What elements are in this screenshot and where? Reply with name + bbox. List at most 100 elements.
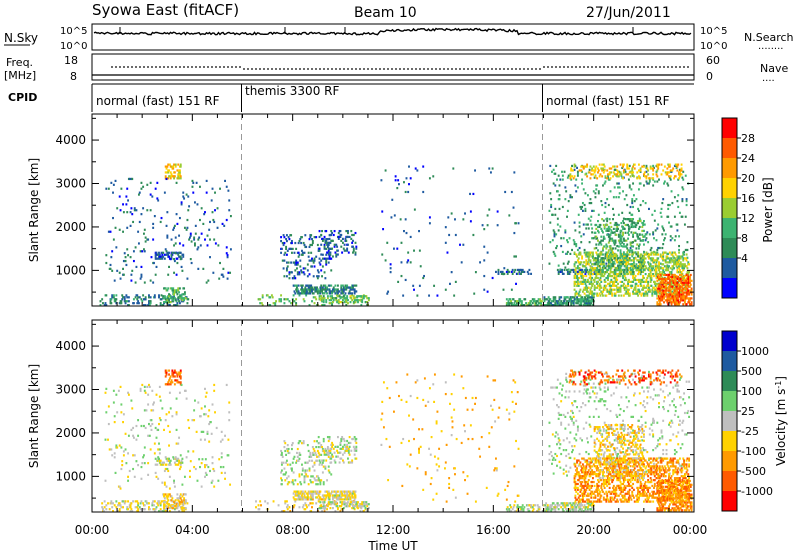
- data-cell: [309, 236, 311, 238]
- data-cell: [309, 469, 311, 471]
- data-cell: [632, 206, 634, 208]
- data-cell: [141, 462, 143, 464]
- data-cell: [396, 187, 398, 189]
- data-cell: [646, 182, 648, 184]
- data-cell: [321, 230, 323, 232]
- data-cell: [629, 220, 631, 222]
- data-cell: [625, 291, 627, 293]
- data-cell: [155, 254, 157, 256]
- data-cell: [122, 268, 124, 270]
- data-cell: [667, 269, 669, 271]
- freq-label: Freq.: [6, 56, 33, 69]
- data-cell: [157, 504, 159, 506]
- data-cell: [642, 200, 644, 202]
- data-cell: [213, 238, 215, 240]
- data-cell: [656, 175, 658, 177]
- data-cell: [630, 206, 632, 208]
- data-cell: [166, 299, 168, 301]
- data-cell: [160, 502, 162, 504]
- data-cell: [677, 164, 679, 166]
- data-cell: [146, 184, 148, 186]
- data-cell: [212, 211, 214, 213]
- data-cell: [148, 384, 150, 386]
- data-cell: [342, 242, 344, 244]
- data-cell: [304, 267, 306, 269]
- data-cell: [565, 190, 567, 192]
- data-cell: [311, 506, 313, 508]
- data-cell: [115, 472, 117, 474]
- data-cell: [522, 269, 524, 271]
- data-cell: [284, 442, 286, 444]
- data-cell: [660, 253, 662, 255]
- data-cell: [108, 405, 110, 407]
- data-cell: [607, 251, 609, 253]
- data-cell: [318, 271, 320, 273]
- data-cell: [613, 261, 615, 263]
- data-cell: [575, 291, 577, 293]
- data-cell: [595, 271, 597, 273]
- data-cell: [166, 252, 168, 254]
- data-cell: [682, 251, 684, 253]
- data-cell: [227, 256, 229, 258]
- data-cell: [520, 269, 522, 271]
- data-cell: [228, 209, 230, 211]
- data-cell: [554, 208, 556, 210]
- data-cell: [101, 298, 103, 300]
- data-cell: [600, 241, 602, 243]
- data-cell: [638, 247, 640, 249]
- data-cell: [169, 493, 171, 495]
- data-cell: [308, 450, 310, 452]
- data-cell: [321, 297, 323, 299]
- data-cell: [109, 448, 111, 450]
- data-cell: [329, 288, 331, 290]
- data-cell: [398, 183, 400, 185]
- data-cell: [671, 291, 673, 293]
- data-cell: [664, 165, 666, 167]
- data-cell: [609, 228, 611, 230]
- data-cell: [631, 220, 633, 222]
- data-cell: [331, 295, 333, 297]
- data-cell: [612, 218, 614, 220]
- data-cell: [679, 269, 681, 271]
- data-cell: [513, 232, 515, 234]
- data-cell: [684, 275, 686, 277]
- data-cell: [606, 169, 608, 171]
- freq-dot: [271, 68, 273, 70]
- data-cell: [685, 257, 687, 259]
- data-cell: [575, 261, 577, 263]
- data-cell: [350, 238, 352, 240]
- data-cell: [305, 294, 307, 296]
- data-cell: [518, 269, 520, 271]
- data-cell: [595, 165, 597, 167]
- data-cell: [578, 294, 580, 296]
- data-cell: [639, 218, 641, 220]
- data-cell: [656, 164, 658, 166]
- data-cell: [351, 242, 353, 244]
- data-cell: [604, 165, 606, 167]
- data-cell: [569, 273, 571, 275]
- data-cell: [200, 415, 202, 417]
- data-cell: [473, 293, 475, 295]
- data-cell: [105, 480, 107, 482]
- data-cell: [125, 300, 127, 302]
- data-cell: [512, 269, 514, 271]
- data-cell: [320, 284, 322, 286]
- data-cell: [181, 266, 183, 268]
- data-cell: [661, 278, 663, 280]
- data-cell: [585, 263, 587, 265]
- data-cell: [120, 302, 122, 304]
- data-cell: [176, 182, 178, 184]
- data-cell: [654, 220, 656, 222]
- data-cell: [459, 244, 461, 246]
- data-cell: [614, 285, 616, 287]
- data-cell: [179, 468, 181, 470]
- data-cell: [134, 454, 136, 456]
- freq-dot: [603, 66, 605, 68]
- data-cell: [172, 165, 174, 167]
- data-cell: [591, 167, 593, 169]
- data-cell: [682, 259, 684, 261]
- data-cell: [589, 277, 591, 279]
- data-cell: [584, 279, 586, 281]
- data-cell: [178, 291, 180, 293]
- data-cell: [600, 228, 602, 230]
